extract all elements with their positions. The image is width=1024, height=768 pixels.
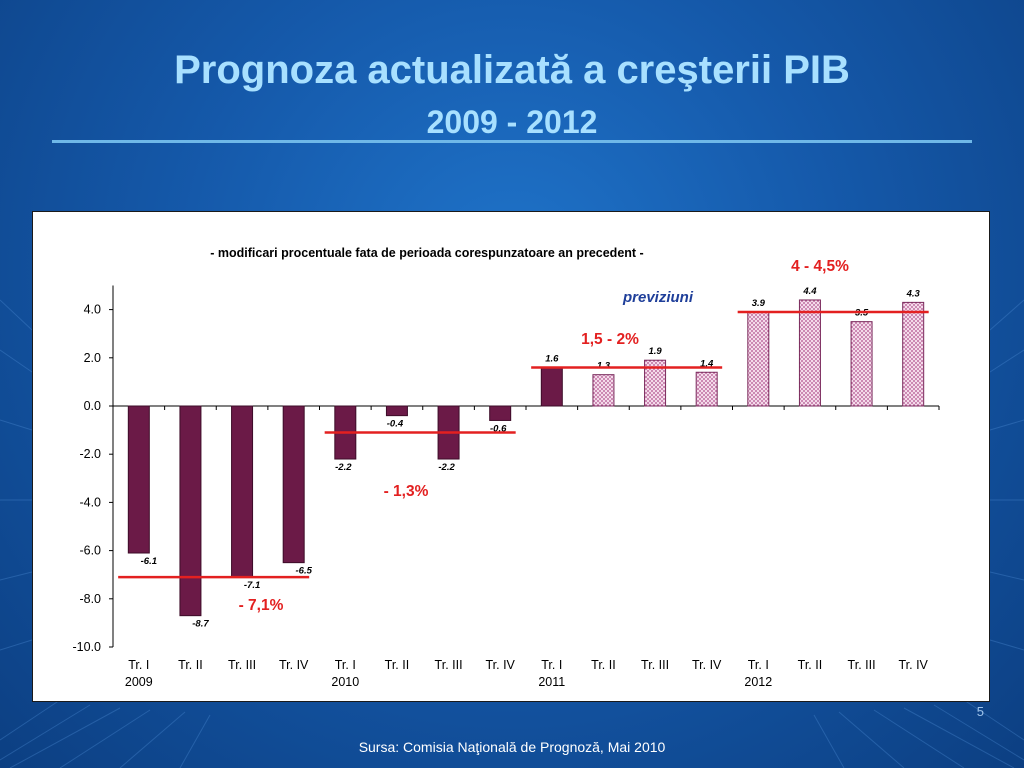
year-label: 2009 [125,675,153,689]
data-label: -2.2 [438,462,455,473]
average-label: 1,5 - 2% [581,331,639,348]
data-label: -0.4 [387,419,404,430]
source-note: Sursa: Comisia Naţională de Prognoză, Ma… [358,739,666,755]
average-label: - 7,1% [239,597,284,614]
page-number: 5 [976,704,984,719]
data-label: 1.6 [545,353,559,364]
y-tick-label: 0.0 [84,399,101,413]
x-tick-label: Tr. IV [692,658,722,672]
data-label: 4.3 [906,288,921,299]
y-tick-label: 2.0 [84,351,101,365]
bar [231,405,254,578]
bar [644,359,667,407]
bar [850,321,873,407]
data-label: 1.3 [597,361,611,372]
data-label: 1.9 [648,346,662,357]
x-tick-label: Tr. III [435,658,463,672]
chart-panel: - modificari procentuale fata de perioad… [32,211,990,702]
x-tick-label: Tr. IV [279,658,309,672]
data-label: -8.7 [192,619,209,630]
bar [747,311,770,407]
bar [695,371,718,407]
bar [489,405,512,421]
data-label: -7.1 [244,580,260,591]
y-tick-label: 4.0 [84,303,101,317]
x-tick-label: Tr. II [798,658,823,672]
bar [902,301,925,407]
x-tick-label: Tr. III [228,658,256,672]
bar [592,374,615,407]
year-label: 2010 [331,675,359,689]
bar [282,405,305,564]
x-tick-label: Tr. II [178,658,203,672]
data-label: -2.2 [335,462,352,473]
bar [540,366,563,407]
data-label: -6.1 [141,556,157,567]
x-tick-label: Tr. IV [898,658,928,672]
x-tick-label: Tr. II [591,658,616,672]
bar [127,405,150,554]
gdp-growth-chart: - modificari procentuale fata de perioad… [73,246,940,689]
y-tick-label: -2.0 [79,447,101,461]
data-label: 4.4 [802,286,817,297]
x-tick-label: Tr. I [128,658,149,672]
year-label: 2011 [538,675,565,689]
y-tick-label: -10.0 [73,640,102,654]
title-underline [52,140,972,143]
bar [385,405,408,417]
x-tick-label: Tr. I [748,658,769,672]
data-label: -0.6 [490,423,507,434]
chart-title: - modificari procentuale fata de perioad… [210,246,643,260]
x-tick-label: Tr. III [641,658,669,672]
year-label: 2012 [744,675,772,689]
y-tick-label: -8.0 [79,592,101,606]
x-tick-label: Tr. I [335,658,356,672]
x-tick-label: Tr. IV [485,658,515,672]
bar [798,299,821,407]
y-tick-label: -6.0 [79,544,101,558]
x-tick-label: Tr. II [385,658,410,672]
data-label: 3.9 [752,298,766,309]
y-tick-label: -4.0 [79,495,101,509]
forecast-label: previziuni [622,289,694,306]
data-label: -6.5 [296,566,313,577]
x-tick-label: Tr. I [541,658,562,672]
average-label: 4 - 4,5% [791,258,849,275]
slide-subtitle: 2009 - 2012 [426,104,598,140]
average-label: - 1,3% [384,483,429,500]
bar [179,405,202,617]
x-tick-label: Tr. III [848,658,876,672]
data-label: 1.4 [700,358,714,369]
slide-title: Prognoza actualizată a creşterii PIB [174,48,850,92]
